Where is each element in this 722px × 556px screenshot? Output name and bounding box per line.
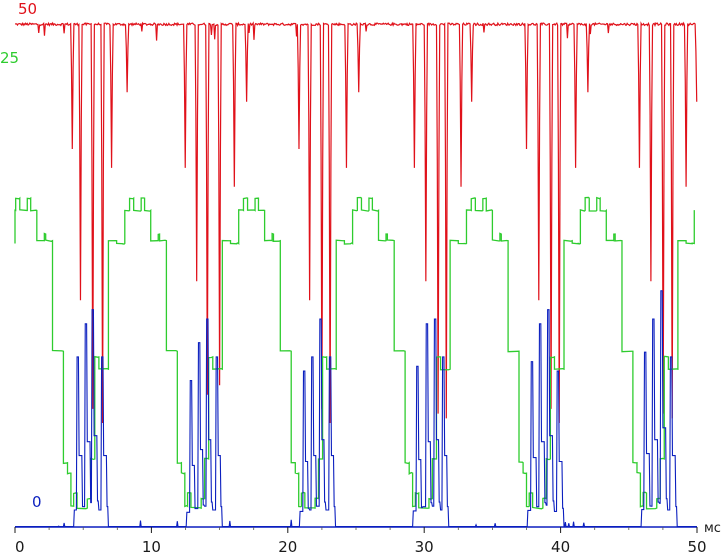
series-label-layer: 50 25 0 <box>0 0 42 511</box>
green-series-line <box>14 196 695 510</box>
x-tick-layer: 0 10 20 30 40 50 <box>14 527 707 556</box>
blue-series-line <box>15 290 697 528</box>
x-tick-label: 30 <box>415 538 434 556</box>
x-tick-label: 0 <box>15 538 25 556</box>
x-tick-label: 10 <box>142 538 161 556</box>
series-level-label: 0 <box>32 493 42 511</box>
x-unit-label: мс <box>704 521 721 536</box>
series-level-label: 50 <box>18 0 37 18</box>
x-tick-label: 50 <box>687 538 706 556</box>
series-level-label: 25 <box>0 49 19 67</box>
x-tick-label: 40 <box>551 538 570 556</box>
red-series-line <box>14 21 698 424</box>
x-tick-label: 20 <box>278 538 297 556</box>
series-layer <box>14 21 698 528</box>
